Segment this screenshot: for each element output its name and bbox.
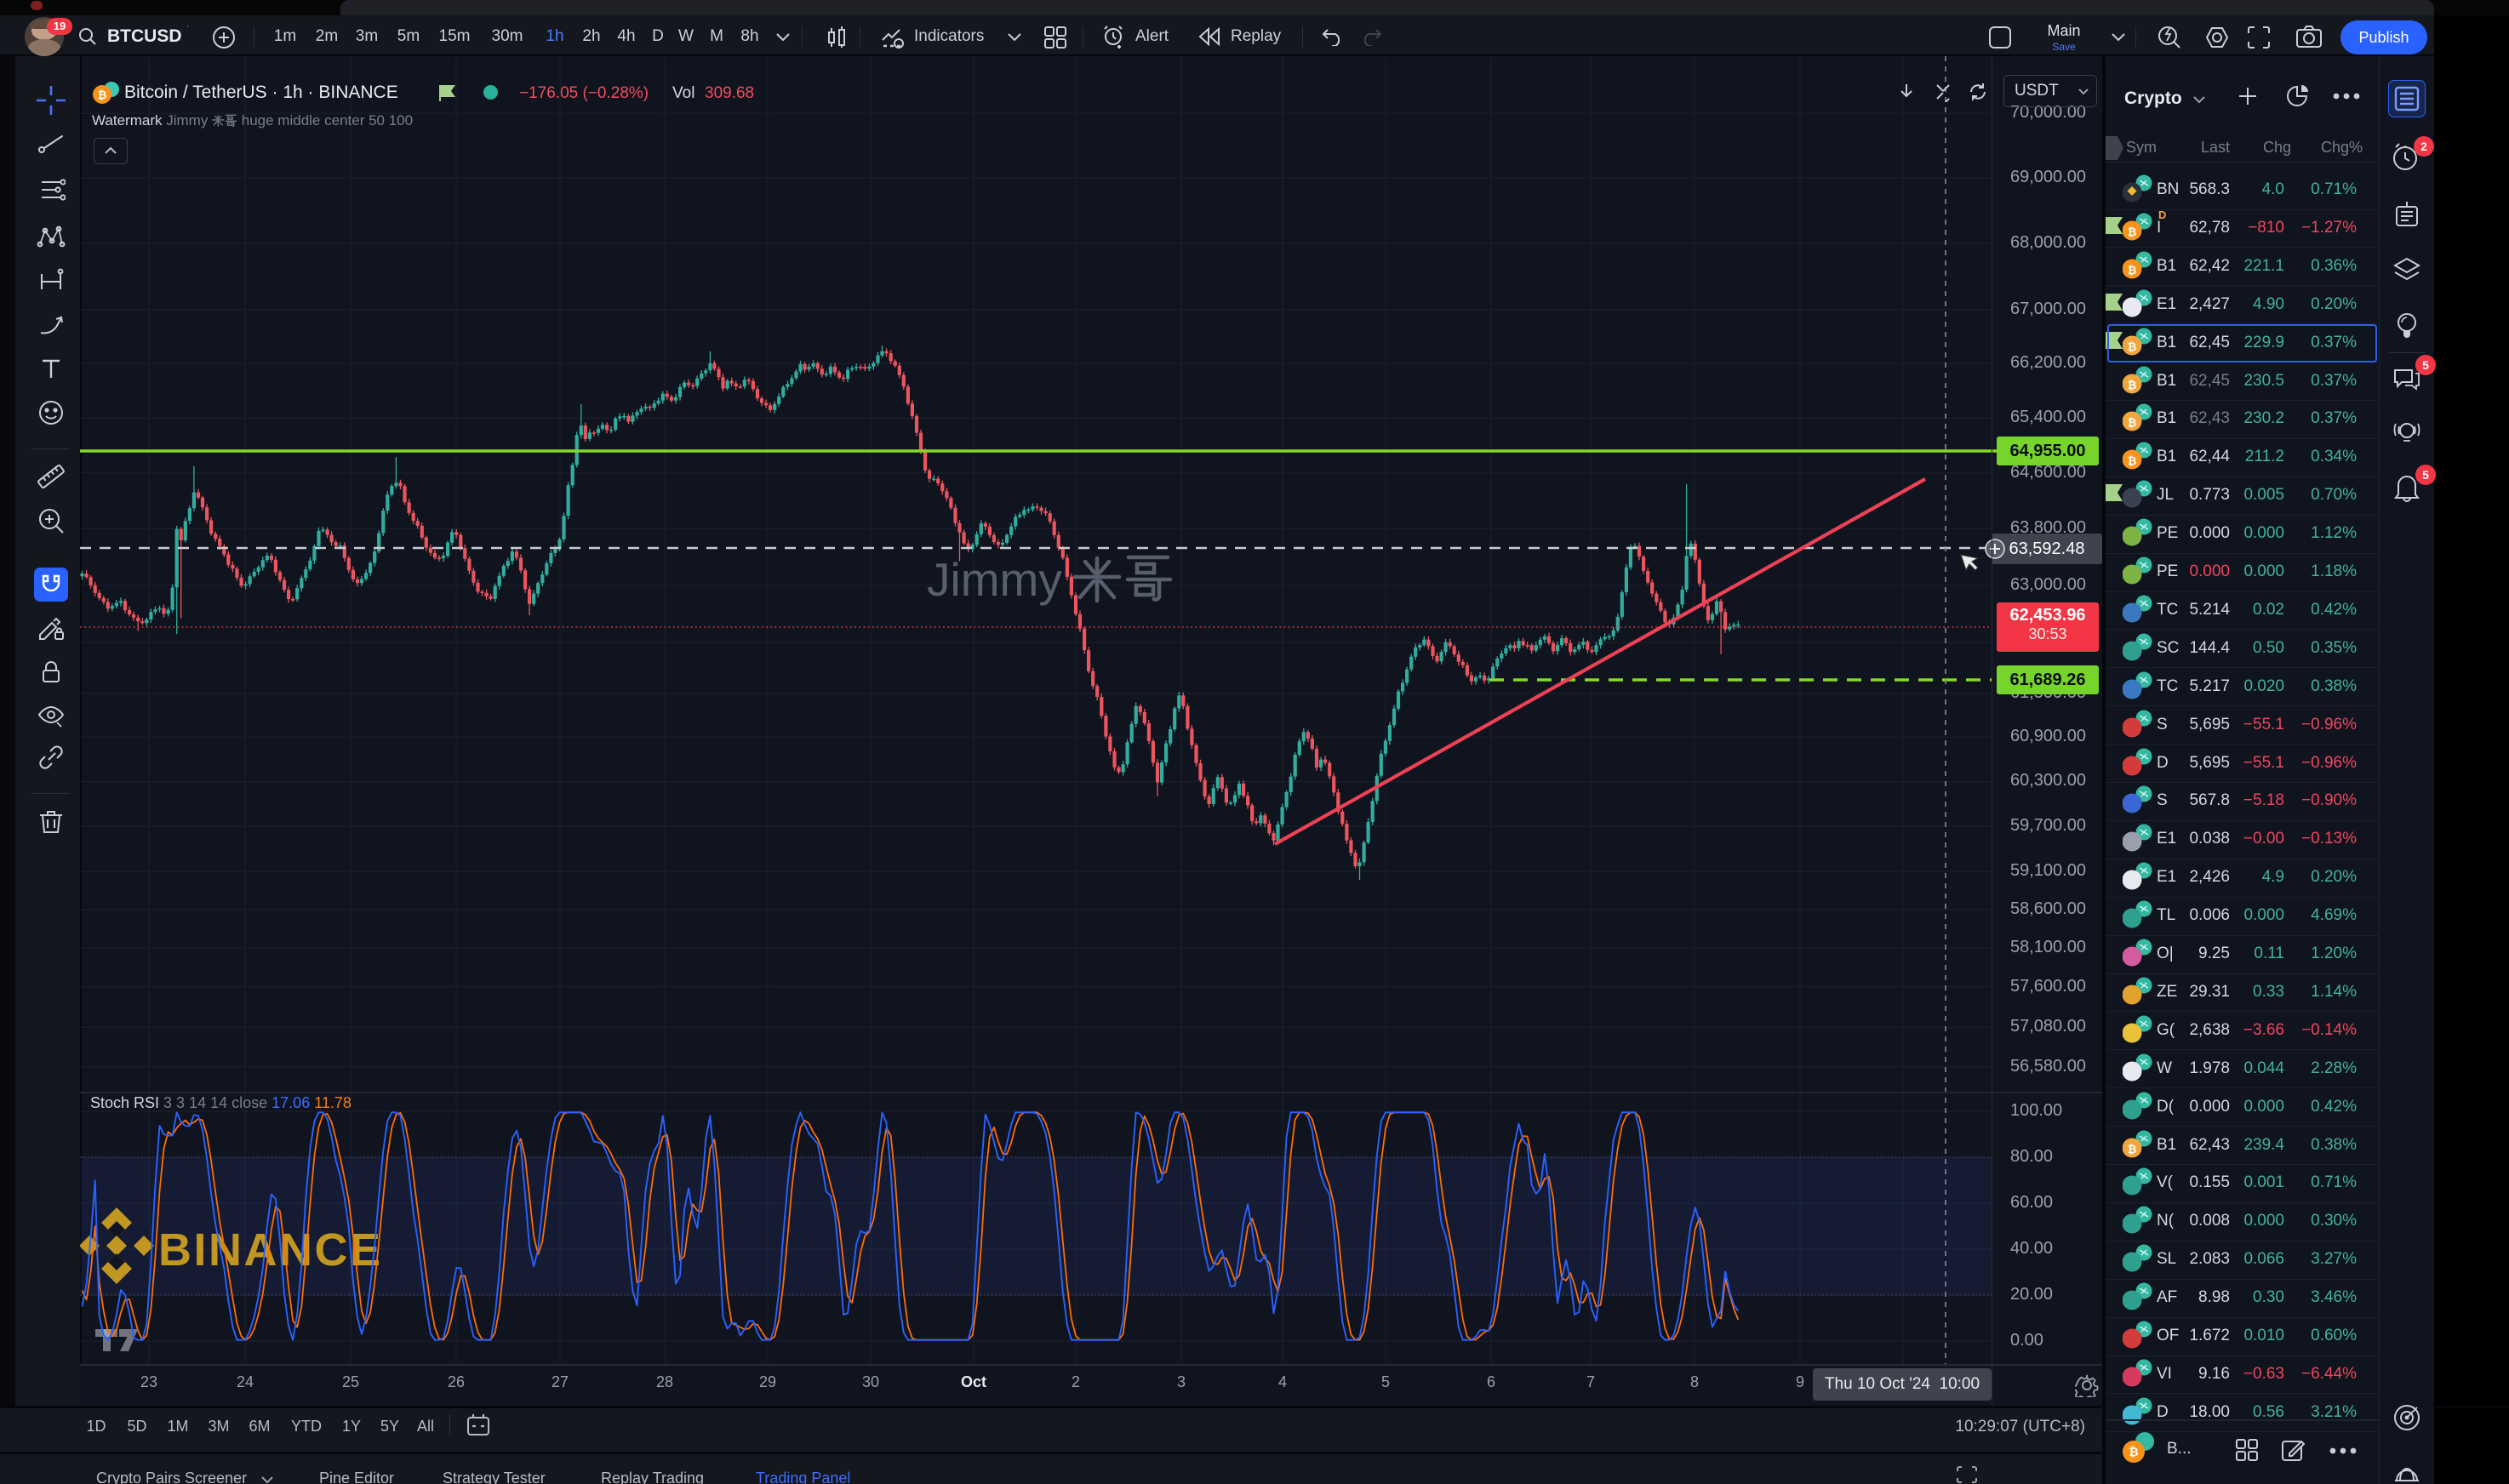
svg-text:₿: ₿	[2128, 1143, 2137, 1156]
svg-text:₿: ₿	[2128, 416, 2137, 429]
svg-text:Jimmy: Jimmy	[927, 553, 1062, 606]
svg-text:₿: ₿	[2129, 1445, 2138, 1458]
svg-text:₿: ₿	[2128, 225, 2137, 238]
svg-text:₿: ₿	[2128, 340, 2137, 353]
svg-text:₿: ₿	[98, 88, 107, 101]
svg-text:₿: ₿	[2128, 264, 2137, 277]
svg-text:₿: ₿	[2128, 454, 2137, 467]
svg-text:₿: ₿	[2128, 379, 2137, 391]
